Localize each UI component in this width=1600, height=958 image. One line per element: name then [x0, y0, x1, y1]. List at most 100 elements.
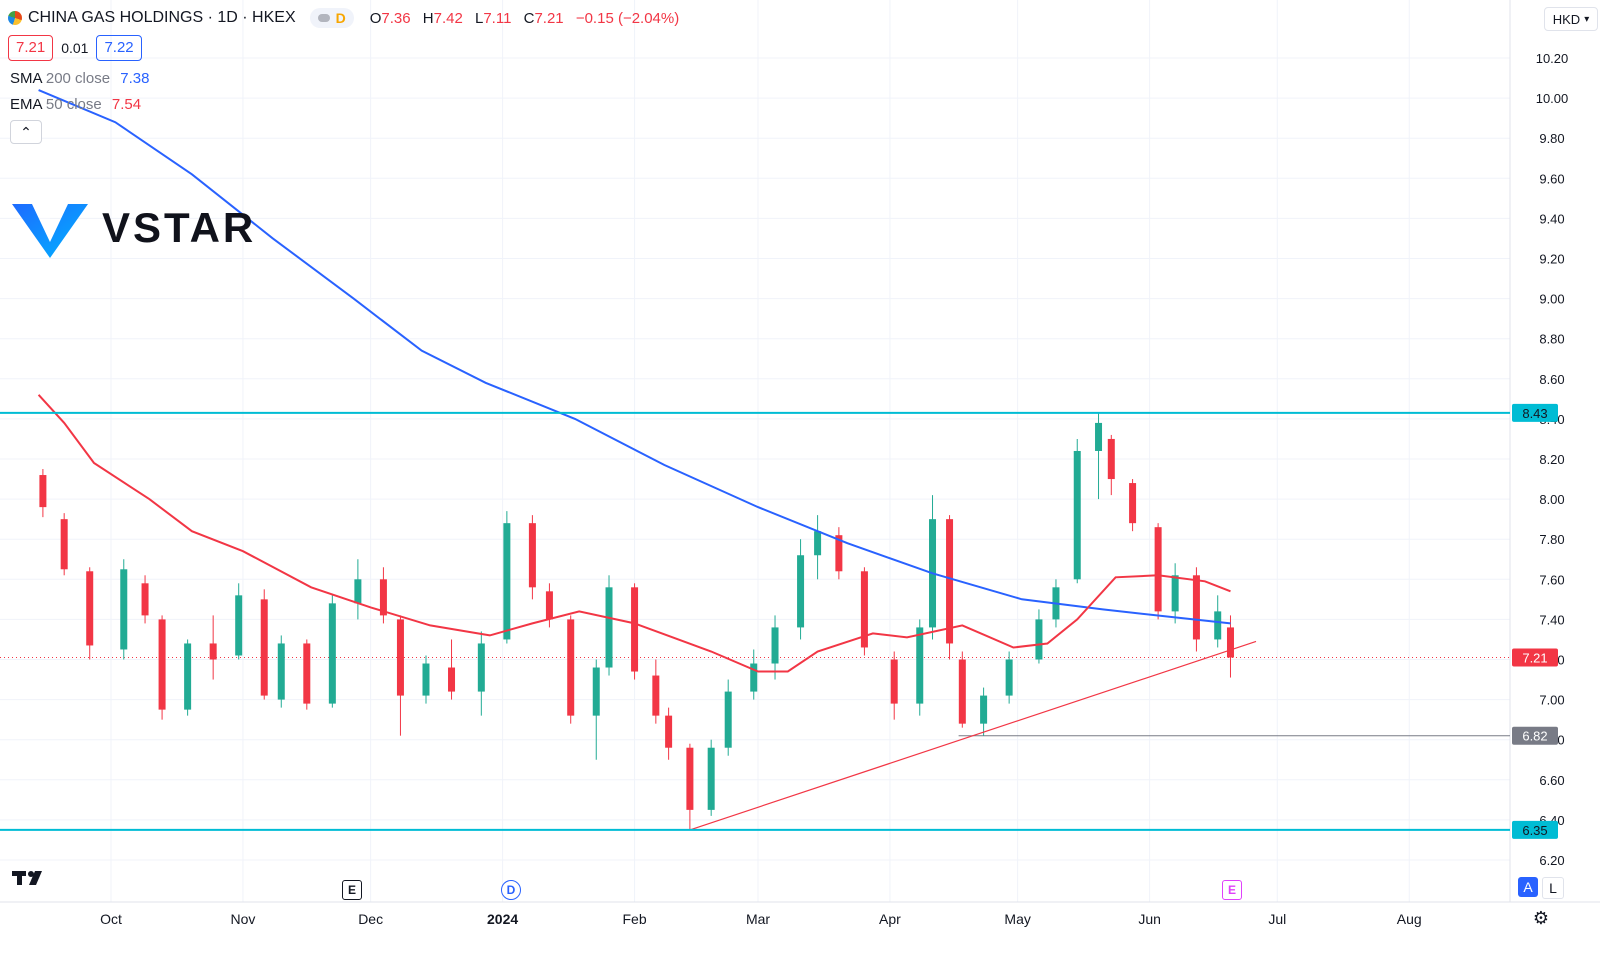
ema-legend[interactable]: EMA 50 close 7.54	[10, 96, 141, 113]
candle	[946, 515, 954, 660]
x-tick-label: Dec	[358, 911, 383, 927]
y-tick-label: 10.00	[1536, 91, 1569, 106]
market-status-badge[interactable]: D	[309, 8, 354, 28]
y-tick-label: 8.20	[1539, 452, 1564, 467]
candle-body	[686, 747, 694, 810]
sell-button[interactable]: 7.21	[8, 35, 54, 61]
log-scale-button[interactable]: L	[1542, 877, 1564, 899]
brand-name: VSTAR	[102, 204, 257, 251]
y-tick-label: 9.00	[1539, 292, 1564, 307]
dividend-event-marker[interactable]: D	[501, 880, 521, 900]
candle-body	[1192, 575, 1200, 640]
sma-value: 7.38	[120, 70, 150, 87]
y-tick-label: 7.60	[1539, 572, 1564, 587]
candle-body	[750, 663, 758, 692]
low-label: L	[475, 9, 484, 27]
earnings-marker-label: E	[347, 883, 356, 897]
ohlc-readout: O7.36 H7.42 L7.11 C7.21 −0.15 (−2.04%)	[370, 10, 680, 27]
x-tick-label: 2024	[487, 911, 518, 927]
candle-body	[1226, 627, 1234, 658]
candle	[477, 631, 485, 716]
price-label-box	[1512, 820, 1558, 839]
ema-value: 7.54	[111, 96, 142, 113]
y-tick-label: 9.40	[1539, 211, 1564, 226]
candle-body	[592, 667, 600, 716]
candle-body	[503, 523, 511, 640]
candle	[686, 743, 694, 830]
auto-scale-button[interactable]: A	[1518, 877, 1538, 897]
candle	[354, 559, 362, 620]
x-tick-label: Jul	[1268, 911, 1286, 927]
ascending-trendline	[689, 640, 1257, 831]
candle	[631, 583, 639, 680]
candle-body	[448, 667, 456, 692]
y-tick-label: 8.00	[1539, 492, 1564, 507]
candle-body	[652, 675, 660, 716]
y-tick-label: 8.60	[1539, 372, 1564, 387]
x-tick-label: Oct	[100, 911, 122, 927]
candle-body	[1107, 438, 1115, 480]
quote-row: 7.21 0.01 7.22	[8, 35, 142, 61]
candle	[1171, 563, 1179, 624]
candle	[929, 495, 937, 640]
price-label-box	[1512, 648, 1558, 667]
high-value: 7.42	[433, 9, 463, 27]
candle-body	[1129, 483, 1137, 524]
upcoming-earnings-marker[interactable]: E	[1222, 880, 1242, 900]
grid-layer	[0, 0, 1510, 902]
candle-body	[120, 569, 128, 650]
x-tick-label: May	[1004, 911, 1030, 927]
x-tick-label: Feb	[622, 911, 646, 927]
candle-body	[141, 583, 149, 616]
ema-50-line	[37, 394, 1231, 673]
y-tick-label: 7.80	[1539, 532, 1564, 547]
candle-body	[797, 555, 805, 628]
collapse-legend-button[interactable]: ⌃	[10, 120, 42, 144]
symbol-title[interactable]: CHINA GAS HOLDINGS · 1D · HKEX	[8, 9, 296, 27]
candle	[158, 615, 166, 720]
candle	[60, 513, 68, 576]
candle	[260, 589, 268, 700]
buy-button[interactable]: 7.22	[96, 35, 142, 61]
currency-selector[interactable]: HKD ▾	[1544, 7, 1598, 31]
upcoming-earnings-label: E	[1227, 883, 1236, 897]
earnings-event-marker[interactable]: E	[342, 880, 362, 900]
y-tick-label: 10.20	[1536, 51, 1569, 66]
open-value: 7.36	[381, 9, 411, 27]
candle-body	[1214, 611, 1222, 640]
candle	[1129, 479, 1137, 532]
candle	[1073, 438, 1081, 584]
candle-body	[707, 747, 715, 810]
candle-body	[631, 587, 639, 672]
candle-body	[1154, 527, 1162, 612]
x-tick-label: Mar	[746, 911, 770, 927]
y-tick-label: 8.80	[1539, 332, 1564, 347]
candle	[1005, 651, 1013, 704]
candle-body	[209, 643, 217, 660]
candle	[86, 567, 94, 660]
dividend-marker-label: D	[506, 883, 516, 897]
candle	[422, 655, 430, 704]
tradingview-logo-icon[interactable]	[12, 868, 48, 888]
company-logo-icon	[8, 11, 22, 25]
candle	[605, 575, 613, 676]
candle-body	[916, 627, 924, 704]
candle	[379, 567, 387, 624]
candle-body	[1005, 659, 1013, 696]
price-label-box	[1512, 403, 1558, 422]
candle-body	[39, 475, 47, 508]
candle-body	[665, 715, 673, 748]
sma-legend[interactable]: SMA 200 close 7.38	[10, 70, 149, 87]
y-tick-label: 9.80	[1539, 131, 1564, 146]
candle-body	[814, 531, 822, 556]
candle	[860, 567, 868, 656]
candle	[771, 615, 779, 680]
candle	[592, 659, 600, 760]
y-tick-label: 6.60	[1539, 773, 1564, 788]
gear-icon[interactable]: ⚙	[1532, 907, 1550, 928]
y-tick-label: 7.00	[1539, 693, 1564, 708]
candle	[814, 515, 822, 580]
candle	[277, 635, 285, 708]
x-tick-label: Jun	[1138, 911, 1161, 927]
